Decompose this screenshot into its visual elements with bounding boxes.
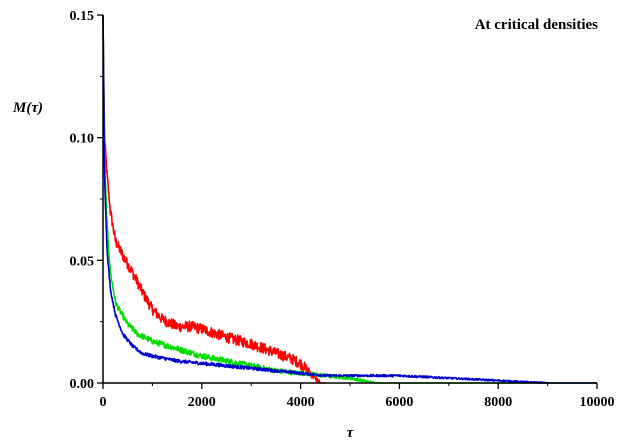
x-tick-label: 2000 [188,395,216,410]
y-tick-label: 0.05 [70,254,95,269]
x-tick-label: 0 [100,395,107,410]
x-tick-label: 10000 [580,395,615,410]
x-axis-title: τ [347,425,355,441]
x-tick-label: 8000 [484,395,512,410]
x-tick-label: 6000 [385,395,413,410]
series-line-1 [102,14,326,384]
series-line-3 [102,14,598,384]
y-tick-label: 0.15 [70,9,95,24]
y-axis-title: M(τ) [12,100,43,116]
chart-annotation: At critical densities [475,17,598,33]
plot-lines [102,14,598,384]
ticks: 0 2000 4000 6000 8000 10000 0.00 0.05 0.10 0.15 [70,9,615,410]
y-tick-label: 0.00 [70,377,95,392]
x-tick-label: 4000 [287,395,315,410]
y-tick-label: 0.10 [70,132,95,147]
